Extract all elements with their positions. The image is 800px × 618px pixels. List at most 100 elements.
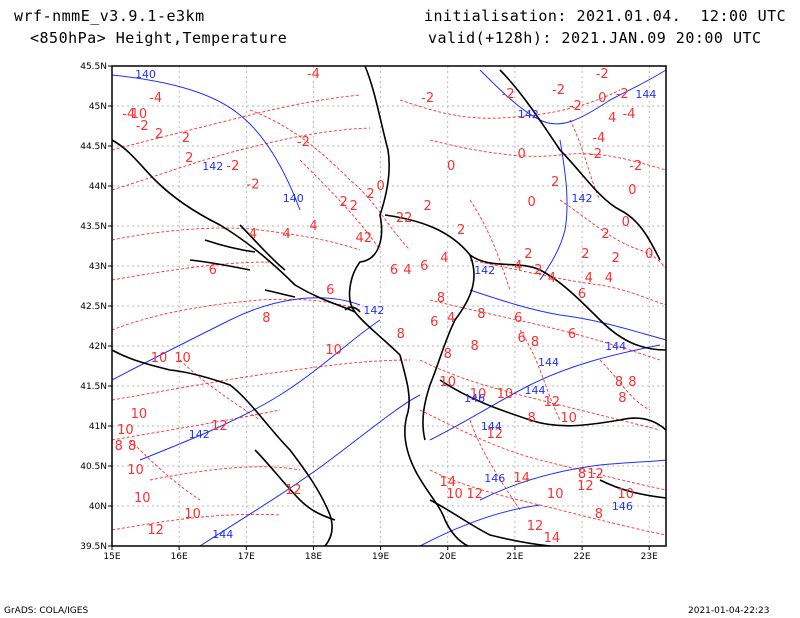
temperature-label: 10: [134, 491, 151, 506]
lon-tick-label: 19E: [372, 552, 389, 562]
temperature-contour: [111, 298, 361, 331]
lat-tick-label: 42.5N: [80, 302, 107, 312]
temperature-contour: [111, 409, 281, 441]
coastline: [399, 354, 469, 547]
temperature-label: 10: [446, 487, 463, 502]
temperature-label: -4: [592, 131, 605, 146]
temperature-label: 2: [551, 175, 559, 190]
height-contour: [419, 504, 541, 547]
height-contour: [539, 139, 568, 281]
height-label: 144: [538, 356, 559, 369]
temperature-contour: [399, 89, 621, 119]
height-contour: [479, 69, 667, 125]
temperature-label: 8: [628, 375, 636, 390]
temperature-label: 8: [470, 339, 478, 354]
temperature-label: 10: [131, 407, 148, 422]
temperature-contour: [469, 419, 521, 511]
lat-tick-label: 45.5N: [80, 62, 107, 72]
lat-tick-label: 43.5N: [80, 222, 107, 232]
temperature-label: 12: [147, 523, 164, 538]
temperature-label: 8: [397, 327, 405, 342]
temperature-label: 4: [440, 251, 448, 266]
lon-tick-label: 15E: [103, 552, 120, 562]
coastline: [264, 289, 296, 298]
temperature-label: 4: [282, 227, 290, 242]
lat-tick-label: 45N: [89, 102, 107, 112]
render-timestamp: 2021-01-04-22:23: [688, 606, 770, 616]
temperature-label: 6: [326, 283, 334, 298]
lat-tick-label: 43N: [89, 262, 107, 272]
height-label: 144: [635, 88, 656, 101]
lat-tick-label: 42N: [89, 342, 107, 352]
model-title: wrf-nmmE_v3.9.1-e3km: [14, 7, 205, 25]
temperature-label: 6: [578, 287, 586, 302]
temperature-contour: [469, 259, 667, 306]
temperature-label: 4: [585, 271, 593, 286]
temperature-label: 22: [396, 211, 413, 226]
temperature-label: 8: [128, 439, 136, 454]
temperature-label: 8: [477, 307, 485, 322]
temperature-contour: [179, 359, 261, 421]
lon-tick-label: 23E: [641, 552, 658, 562]
lat-tick-label: 40.5N: [80, 462, 107, 472]
initialisation-time: initialisation: 2021.01.04. 12:00 UTC: [424, 7, 787, 25]
temperature-label: 12: [211, 419, 228, 434]
temperature-label: 4: [249, 227, 257, 242]
temperature-label: -2: [569, 99, 582, 114]
temperature-label: 2: [534, 263, 542, 278]
coastlines-borders: [111, 65, 667, 547]
temperature-label: -2: [247, 177, 260, 192]
temperature-label: 4: [514, 259, 522, 274]
temperature-label: 12: [466, 487, 483, 502]
height-contour: [111, 297, 361, 381]
contour-lines: [111, 69, 667, 547]
temperature-label: 10: [151, 351, 168, 366]
temperature-label: 10: [560, 411, 577, 426]
temperature-label: 6: [390, 263, 398, 278]
temperature-label: 2: [366, 187, 374, 202]
temperature-label: -2: [629, 159, 642, 174]
height-label: 144: [481, 420, 502, 433]
temperature-label: 2: [155, 127, 163, 142]
grads-credit: GrADS: COLA/IGES: [4, 606, 89, 616]
lon-tick-label: 21E: [506, 552, 523, 562]
height-label: 146: [612, 500, 633, 513]
height-label: 142: [202, 160, 223, 173]
temperature-label: 42: [356, 231, 373, 246]
temperature-label: 14: [439, 475, 456, 490]
lat-tick-label: 44N: [89, 182, 107, 192]
height-label: 144: [525, 384, 546, 397]
height-label: 146: [464, 392, 485, 405]
height-label: 140: [135, 68, 156, 81]
temperature-contour: [429, 139, 667, 171]
temperature-label: 6: [420, 259, 428, 274]
temperature-contour: [249, 109, 411, 251]
valid-time: valid(+128h): 2021.JAN.09 20:00 UTC: [428, 29, 762, 47]
temperature-label: 4: [447, 311, 455, 326]
temperature-contour: [111, 261, 271, 281]
lon-tick-label: 16E: [171, 552, 188, 562]
temperature-label: 2: [611, 251, 619, 266]
temperature-label: 8: [115, 439, 123, 454]
temperature-contour: [111, 94, 361, 151]
temperature-label: 2: [457, 223, 465, 238]
temperature-label: -2: [596, 67, 609, 82]
temperature-label: 4: [605, 271, 613, 286]
temperature-label: -2: [421, 91, 434, 106]
coastline: [204, 239, 256, 253]
temperature-label: 4: [608, 111, 616, 126]
height-contour: [111, 74, 301, 211]
temperature-label: 6: [517, 331, 525, 346]
temperature-label: 10: [547, 487, 564, 502]
temperature-label: 0: [598, 91, 606, 106]
height-label: 142: [474, 264, 495, 277]
temperature-label: 0: [517, 147, 525, 162]
temperature-label: 10: [127, 463, 144, 478]
coastline: [111, 349, 333, 547]
temperature-contour: [419, 359, 661, 431]
temperature-label: -4: [149, 91, 162, 106]
lat-tick-label: 40N: [89, 502, 107, 512]
coastline: [348, 65, 390, 313]
temperature-label: 8: [618, 391, 626, 406]
coastline: [599, 479, 667, 499]
